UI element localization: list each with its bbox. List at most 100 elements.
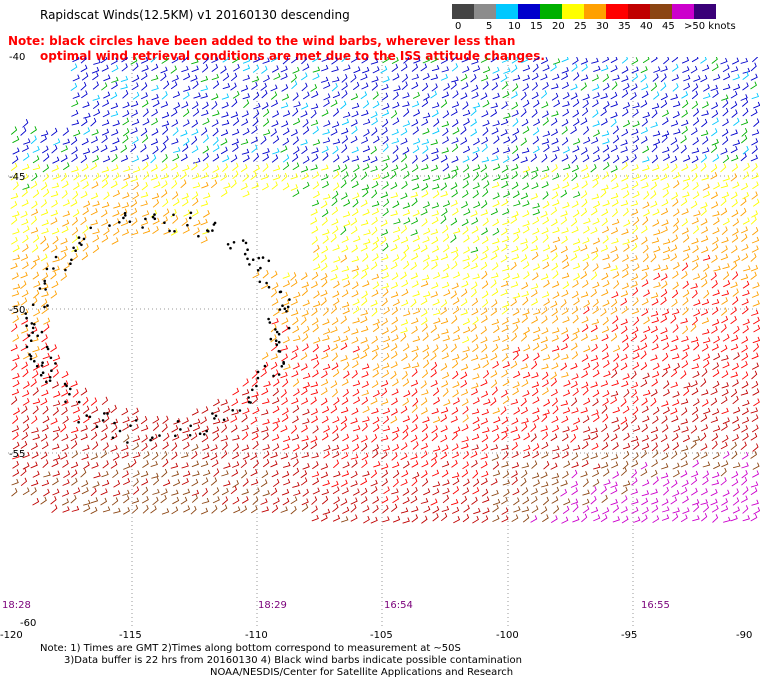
wind-barb	[132, 435, 141, 443]
wind-barb	[692, 191, 700, 200]
wind-barb	[283, 478, 291, 486]
wind-barb	[41, 272, 49, 281]
wind-barb	[712, 117, 719, 126]
wind-barb	[713, 265, 721, 272]
wind-barb	[563, 460, 571, 468]
wind-barb	[262, 361, 269, 371]
wind-barb	[52, 256, 60, 263]
wind-barb	[21, 361, 28, 370]
wind-barb	[440, 253, 449, 261]
wind-barb	[292, 467, 300, 476]
wind-barb	[682, 344, 690, 352]
wind-barb	[530, 193, 538, 200]
wind-barb	[511, 417, 519, 425]
contamination-circle	[85, 414, 88, 417]
contamination-circle	[88, 415, 92, 419]
wind-barb	[400, 478, 408, 486]
wind-barb	[472, 190, 479, 199]
wind-barb	[462, 450, 469, 460]
wind-barb	[132, 486, 140, 495]
wind-barb	[311, 154, 319, 162]
wind-barb	[80, 174, 88, 182]
wind-barb	[320, 471, 329, 479]
wind-barb	[60, 237, 68, 245]
wind-barb	[232, 443, 240, 452]
wind-barb	[641, 225, 648, 234]
wind-barb	[160, 101, 169, 108]
wind-barb	[551, 345, 560, 352]
wind-barb	[701, 235, 709, 243]
wind-barb	[652, 219, 660, 227]
contamination-circle	[214, 414, 218, 418]
wind-barb	[140, 191, 149, 198]
wind-barb	[231, 398, 239, 407]
contamination-circle	[40, 364, 44, 367]
wind-barb	[711, 326, 718, 334]
wind-barb	[641, 506, 649, 515]
wind-barb	[522, 371, 531, 379]
wind-barb	[531, 298, 538, 306]
wind-barb	[721, 226, 728, 236]
wind-barb	[632, 190, 640, 199]
scale-swatch-10	[672, 4, 694, 19]
wind-barb	[730, 101, 738, 109]
wind-barb	[640, 461, 648, 470]
wind-barb	[392, 426, 400, 434]
wind-barb	[480, 336, 488, 344]
wind-barb	[341, 487, 349, 495]
wind-barb	[20, 440, 28, 449]
wind-barb	[283, 363, 291, 371]
wind-barb	[720, 147, 728, 155]
wind-barb	[21, 218, 29, 226]
wind-barb	[90, 431, 98, 441]
wind-barb	[12, 301, 20, 308]
wind-barb	[440, 363, 448, 371]
wind-barb	[391, 272, 399, 281]
wind-barb	[471, 308, 479, 316]
wind-barb	[81, 480, 89, 488]
wind-barb	[371, 273, 380, 280]
wind-barb	[740, 495, 748, 503]
wind-barb	[730, 514, 738, 522]
wind-barb	[521, 243, 529, 252]
wind-barb	[403, 390, 411, 398]
wind-barb	[490, 353, 498, 361]
wind-barb	[631, 460, 639, 468]
wind-barb	[113, 507, 121, 514]
wind-barb	[721, 315, 729, 324]
wind-barb	[541, 441, 549, 450]
wind-barb	[530, 515, 538, 523]
wind-barb	[541, 110, 549, 118]
wind-barb	[360, 487, 368, 496]
wind-barb	[411, 362, 420, 369]
contamination-circle	[103, 412, 106, 415]
wind-barb	[470, 118, 477, 127]
wind-barb	[362, 505, 370, 513]
wind-barb	[670, 253, 678, 262]
wind-barb	[73, 415, 81, 423]
wind-barb	[722, 118, 729, 127]
wind-barb	[281, 120, 289, 128]
wind-barb	[600, 380, 609, 387]
wind-barb	[171, 180, 178, 189]
wind-barb	[463, 208, 471, 216]
wind-barb	[661, 463, 669, 470]
wind-barb	[592, 252, 599, 261]
wind-barb	[702, 328, 710, 335]
wind-barb	[181, 478, 189, 486]
wind-barb	[92, 244, 100, 254]
wind-barb	[702, 263, 710, 272]
contamination-circle	[77, 236, 81, 239]
wind-barb	[543, 399, 551, 407]
wind-barb	[462, 346, 470, 353]
wind-barb	[20, 271, 28, 279]
wind-barb	[432, 298, 440, 306]
wind-barb	[21, 188, 28, 197]
wind-barb	[691, 83, 699, 92]
wind-barb	[521, 423, 528, 432]
wind-barb	[700, 162, 707, 172]
wind-barb	[522, 353, 529, 362]
contamination-circle	[72, 246, 75, 250]
wind-barb	[111, 497, 119, 506]
wind-barb	[473, 363, 481, 371]
